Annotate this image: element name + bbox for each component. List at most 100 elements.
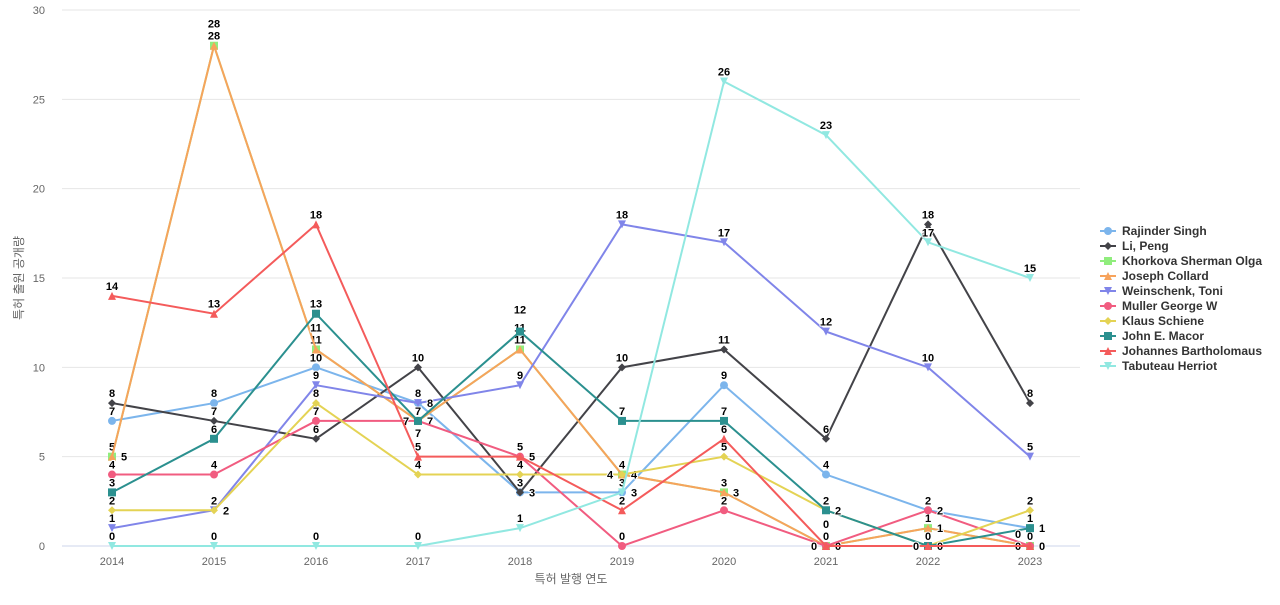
data-point[interactable]: [1026, 506, 1034, 515]
data-point[interactable]: [720, 345, 728, 354]
data-point[interactable]: [312, 363, 320, 372]
data-point[interactable]: [210, 309, 218, 318]
data-point[interactable]: [618, 542, 626, 550]
data-point[interactable]: [414, 416, 422, 425]
series-line[interactable]: [111, 222, 1030, 547]
data-point[interactable]: [312, 309, 320, 318]
data-point[interactable]: [720, 506, 728, 515]
data-point[interactable]: [1026, 542, 1034, 550]
data-point[interactable]: [720, 488, 728, 497]
data-point[interactable]: [822, 327, 830, 336]
data-point[interactable]: [414, 542, 422, 550]
legend-marker-icon[interactable]: [1104, 301, 1112, 310]
legend-item[interactable]: Tabuteau Herriot: [1100, 358, 1262, 373]
data-point[interactable]: [924, 238, 932, 247]
data-point[interactable]: [108, 488, 116, 497]
data-point[interactable]: [720, 416, 728, 425]
data-point[interactable]: [312, 345, 320, 354]
data-point[interactable]: [108, 291, 116, 300]
legend-marker-icon[interactable]: [1104, 256, 1112, 265]
data-point[interactable]: [108, 452, 116, 461]
data-point[interactable]: [210, 542, 218, 550]
legend-marker-icon[interactable]: [1104, 361, 1112, 370]
data-point[interactable]: [516, 488, 524, 497]
data-point[interactable]: [210, 399, 218, 408]
data-point[interactable]: [618, 363, 626, 372]
data-point[interactable]: [924, 542, 932, 550]
data-point[interactable]: [108, 416, 116, 425]
data-point[interactable]: [618, 488, 626, 497]
data-point[interactable]: [924, 506, 932, 515]
data-point[interactable]: [210, 506, 218, 515]
data-point[interactable]: [108, 399, 116, 408]
series-line[interactable]: [111, 42, 1031, 548]
data-point[interactable]: [210, 416, 218, 425]
legend-marker-icon[interactable]: [1104, 271, 1112, 280]
data-point[interactable]: [924, 220, 932, 229]
data-point[interactable]: [312, 399, 320, 408]
data-point[interactable]: [516, 381, 524, 390]
data-point[interactable]: [516, 345, 524, 354]
data-point[interactable]: [618, 470, 626, 479]
data-point[interactable]: [720, 238, 728, 247]
data-point[interactable]: [312, 416, 320, 425]
series-line[interactable]: [111, 366, 1031, 530]
data-point[interactable]: [108, 524, 116, 533]
data-point[interactable]: [822, 434, 830, 443]
legend-item[interactable]: Weinschenk, Toni: [1100, 283, 1262, 298]
data-point[interactable]: [1026, 274, 1034, 282]
legend-marker-icon[interactable]: [1104, 331, 1112, 340]
data-point[interactable]: [516, 470, 524, 479]
data-point[interactable]: [720, 77, 728, 86]
data-point[interactable]: [516, 524, 524, 533]
series-line[interactable]: [111, 42, 1031, 548]
data-point[interactable]: [108, 506, 116, 515]
data-point[interactable]: [720, 434, 728, 443]
data-point[interactable]: [822, 542, 830, 550]
legend-item[interactable]: Khorkova Sherman Olga: [1100, 253, 1262, 268]
data-point[interactable]: [312, 542, 320, 550]
data-point[interactable]: [516, 452, 524, 461]
data-point[interactable]: [108, 542, 116, 550]
data-point[interactable]: [108, 470, 116, 479]
data-point[interactable]: [618, 416, 626, 425]
data-point[interactable]: [312, 434, 320, 443]
data-point[interactable]: [720, 381, 728, 390]
legend-item[interactable]: Klaus Schiene: [1100, 313, 1262, 328]
data-point[interactable]: [1026, 399, 1034, 408]
legend-item[interactable]: Muller George W: [1100, 298, 1262, 313]
data-point[interactable]: [210, 41, 218, 50]
data-point[interactable]: [414, 470, 422, 479]
data-point[interactable]: [720, 452, 728, 461]
legend-marker-icon[interactable]: [1104, 241, 1112, 250]
data-point[interactable]: [312, 381, 320, 390]
series-line[interactable]: [112, 79, 1031, 547]
legend-marker-icon[interactable]: [1104, 226, 1112, 235]
data-point[interactable]: [414, 452, 422, 461]
data-point[interactable]: [618, 506, 626, 515]
data-point[interactable]: [312, 220, 320, 229]
data-point[interactable]: [822, 506, 830, 515]
series-line[interactable]: [112, 401, 1031, 548]
data-point[interactable]: [924, 524, 932, 533]
data-point[interactable]: [414, 399, 422, 408]
data-point[interactable]: [924, 363, 932, 372]
data-point[interactable]: [516, 327, 524, 336]
legend-item[interactable]: Joseph Collard: [1100, 268, 1262, 283]
legend-marker-icon[interactable]: [1104, 346, 1112, 355]
series-line[interactable]: [111, 222, 1031, 494]
data-point[interactable]: [210, 434, 218, 443]
data-point[interactable]: [1026, 524, 1034, 533]
legend-item[interactable]: Johannes Bartholomaus: [1100, 343, 1262, 358]
series-line[interactable]: [111, 312, 1031, 548]
data-point[interactable]: [1026, 452, 1034, 461]
data-point[interactable]: [210, 470, 218, 479]
data-point[interactable]: [414, 363, 422, 372]
